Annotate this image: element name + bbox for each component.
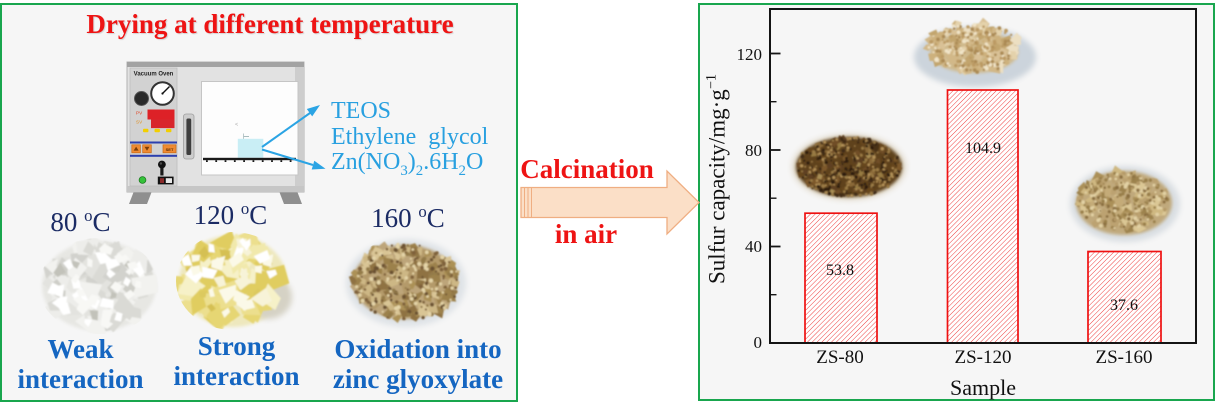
svg-text:SV: SV	[136, 120, 143, 125]
svg-text:Vacuum Oven: Vacuum Oven	[134, 72, 174, 78]
svg-text:<: <	[235, 122, 238, 128]
svg-text:SET: SET	[166, 147, 174, 152]
svg-text:PV: PV	[136, 111, 143, 116]
